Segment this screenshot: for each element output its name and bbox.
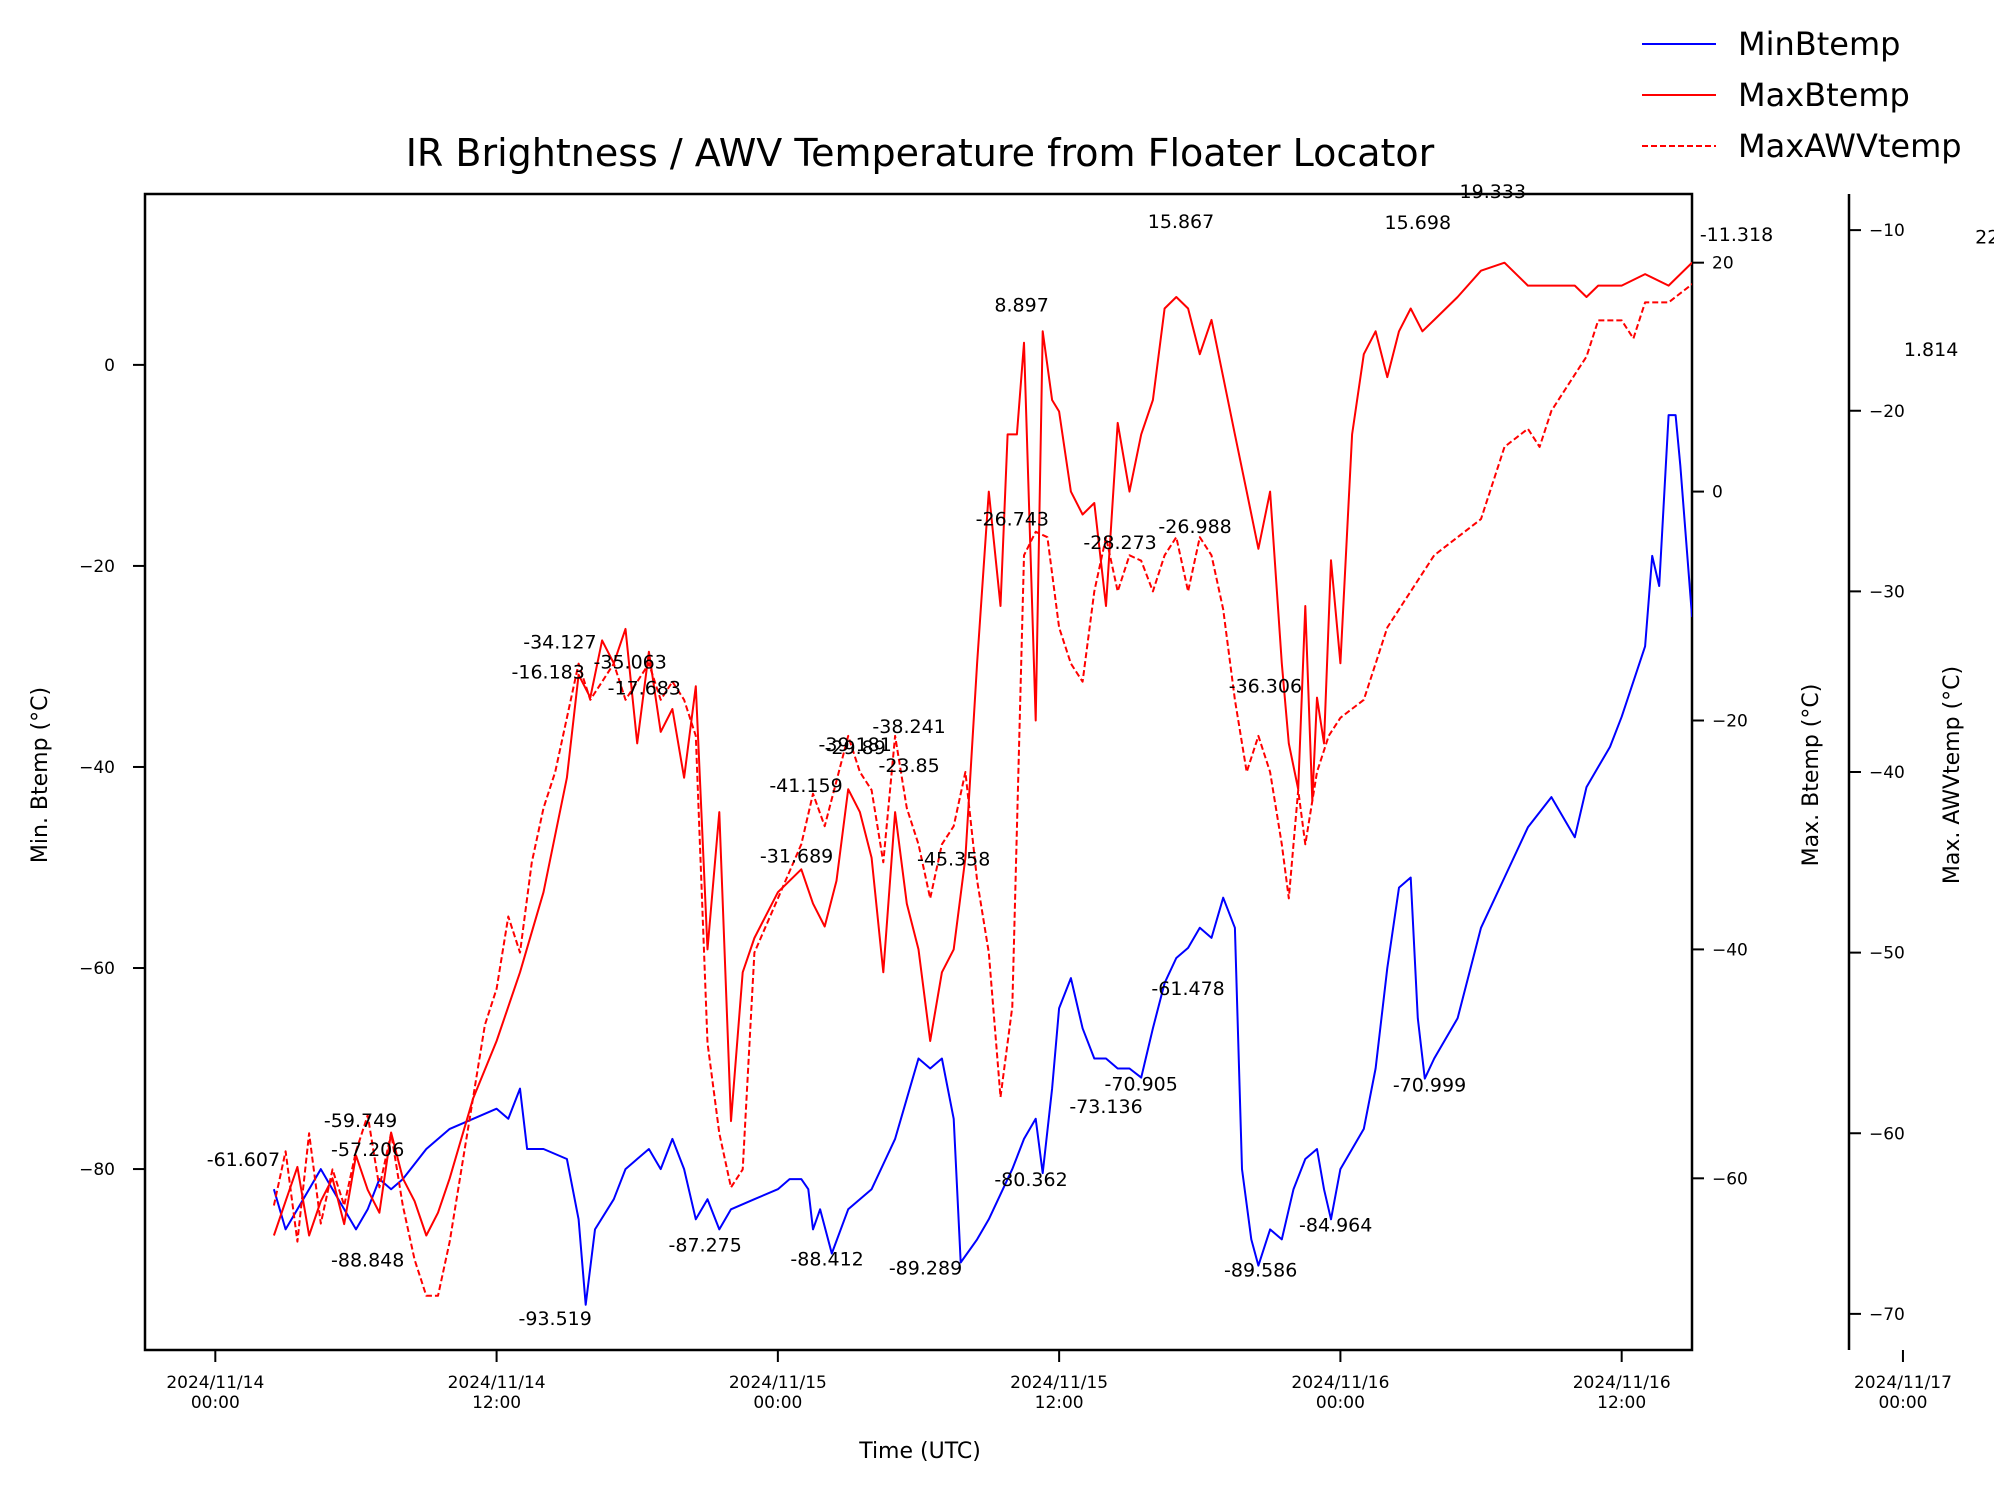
data-label: -34.127 [523,631,596,653]
y-axis-right: 20 0 −20 −40 −60 [1692,254,1748,1189]
data-label: -39.181 [819,734,892,756]
data-label: -45.358 [917,849,990,871]
y-right-tick-label: −20 [1712,711,1748,731]
x-tick-label: 2024/11/14 [166,1373,264,1393]
legend-label-maxbtemp: MaxBtemp [1738,76,1910,114]
data-label: -80.362 [994,1169,1067,1191]
data-label: -59.749 [324,1110,397,1132]
y-right2-tick-label: −50 [1869,944,1905,964]
data-label: -16.183 [512,662,585,684]
legend: MinBtemp MaxBtemp MaxAWVtemp [1642,25,1962,165]
data-label: -73.136 [1069,1096,1142,1118]
data-label: -84.964 [1299,1214,1372,1236]
y-axis-right2: −10 −20 −30 −40 −50 −60 −70 [1847,194,1905,1350]
data-label: -29.89 [825,737,886,759]
x-tick-label: 00:00 [753,1393,802,1413]
y-right2-tick-label: −70 [1869,1305,1905,1325]
data-label: -38.241 [872,716,945,738]
series-layer [272,261,1692,1306]
data-label: -61.478 [1151,978,1224,1000]
y-right2-tick-label: −60 [1869,1124,1905,1144]
x-tick-label: 2024/11/16 [1291,1373,1389,1393]
data-label: -88.412 [790,1249,863,1271]
y-right-tick-label: −60 [1712,1169,1748,1189]
series-line-maxbtemp [272,261,1692,1237]
x-tick-label: 2024/11/15 [729,1373,827,1393]
series-line-maxawvtemp [272,283,1692,1297]
data-label: -93.519 [519,1308,592,1330]
y-right-tick-label: 0 [1712,483,1723,503]
x-tick-label: 2024/11/15 [1010,1373,1108,1393]
x-tick-label: 00:00 [1316,1393,1365,1413]
y-right2-tick-label: −40 [1869,763,1905,783]
x-tick-label: 2024/11/17 [1854,1373,1952,1393]
data-label: -31.689 [760,846,833,868]
x-tick-label: 12:00 [1597,1393,1646,1413]
x-axis: 2024/11/1400:002024/11/1412:002024/11/15… [166,1350,1952,1413]
x-tick-label: 00:00 [191,1393,240,1413]
data-label: -17.683 [608,678,681,700]
y-left-tick-label: −40 [79,758,115,778]
y-left-tick-label: −20 [79,557,115,577]
data-label: -26.988 [1158,516,1231,538]
data-label: -57.206 [331,1139,404,1161]
y-axis-right-label: Max. Btemp (°C) [1799,684,1824,867]
data-label: -61.607 [207,1149,280,1171]
chart-title: IR Brightness / AWV Temperature from Flo… [406,131,1435,175]
data-label: -36.306 [1229,676,1302,698]
data-label: 19.333 [1460,181,1526,203]
y-right2-tick-label: −10 [1869,221,1905,241]
x-axis-label: Time (UTC) [858,1439,981,1464]
y-right2-tick-label: −30 [1869,582,1905,602]
plot-area-border [143,192,1694,1352]
y-axis-right2-label: Max. AWVtemp (°C) [1940,666,1965,884]
series-line-minbtemp [272,414,1692,1306]
data-label: -23.85 [878,755,939,777]
data-label: -11.318 [1700,224,1773,246]
data-label: -87.275 [669,1235,742,1257]
y-axis-left-label: Min. Btemp (°C) [28,687,53,863]
data-label: -88.848 [331,1250,404,1272]
legend-label-maxawvtemp: MaxAWVtemp [1738,127,1962,165]
y-right-tick-label: 20 [1712,254,1734,274]
x-tick-label: 12:00 [1035,1393,1084,1413]
data-label: 1.814 [1904,339,1958,361]
data-label: 15.698 [1385,212,1451,234]
data-label: -35.063 [594,652,667,674]
data-label: -28.273 [1083,532,1156,554]
y-right2-tick-label: −20 [1869,402,1905,422]
x-tick-label: 2024/11/16 [1573,1373,1671,1393]
data-label: -89.289 [889,1258,962,1280]
plot-frame [143,192,1694,1352]
data-label: 8.897 [994,295,1048,317]
y-left-tick-label: 0 [104,356,115,376]
data-label: 22.003 [1975,226,1994,248]
data-label: -41.159 [769,775,842,797]
y-right-tick-label: −40 [1712,940,1748,960]
data-label: 15.867 [1148,211,1214,233]
x-tick-label: 2024/11/14 [448,1373,546,1393]
y-left-tick-label: −80 [79,1160,115,1180]
data-label: -70.999 [1393,1075,1466,1097]
y-left-tick-label: −60 [79,959,115,979]
x-tick-label: 00:00 [1878,1393,1927,1413]
data-label: -70.905 [1105,1074,1178,1096]
x-tick-label: 12:00 [472,1393,521,1413]
y-axis-left: 0 −20 −40 −60 −80 [79,356,145,1180]
data-label: -89.586 [1224,1260,1297,1282]
legend-label-minbtemp: MinBtemp [1738,25,1900,63]
annotation-layer: -61.607 -59.749 -57.206 -88.848 -34.127 -16.1… [207,181,1994,1330]
data-label: -26.743 [976,509,1049,531]
